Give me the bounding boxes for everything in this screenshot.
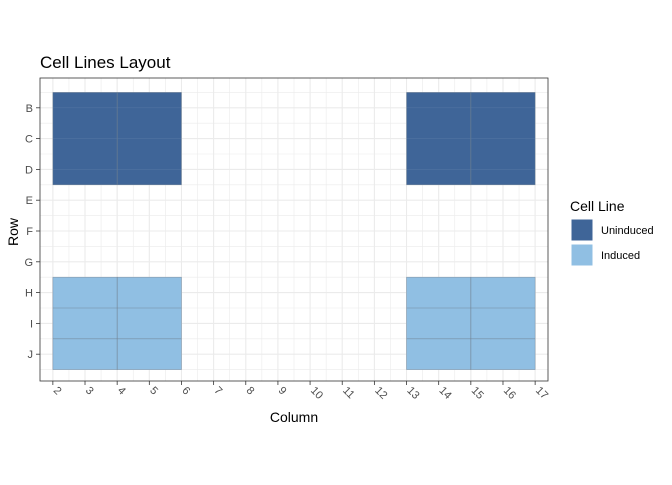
x-tick-label: 8 — [244, 385, 257, 398]
tile-outline — [116, 276, 182, 370]
chart-title: Cell Lines Layout — [40, 53, 171, 72]
x-tick-label: 7 — [211, 385, 224, 398]
y-tick-label: C — [25, 134, 33, 146]
tile-induced — [52, 277, 118, 370]
x-tick-label: 16 — [501, 385, 518, 402]
y-tick-label: G — [24, 257, 33, 269]
y-tick-label: F — [26, 226, 33, 238]
y-axis-label: Row — [5, 217, 21, 246]
legend: Cell Line Uninduced Induced — [570, 198, 654, 267]
x-tick-label: 12 — [372, 385, 389, 402]
x-tick-label: 6 — [179, 385, 192, 398]
panel-border — [39, 77, 549, 382]
x-tick-label: 11 — [340, 385, 357, 402]
x-tick-label: 10 — [308, 385, 325, 402]
y-tick-label: H — [25, 288, 33, 300]
x-axis-label: Column — [270, 409, 318, 425]
y-tick-label: D — [25, 164, 33, 176]
x-axis: 2 3 4 5 6 7 8 9 10 11 12 13 14 15 16 17 — [51, 381, 550, 402]
y-tick-label: I — [30, 318, 33, 330]
legend-label-induced: Induced — [601, 250, 640, 262]
legend-key-uninduced — [570, 218, 594, 242]
x-tick-label: 5 — [147, 385, 160, 398]
tile-induced — [406, 277, 471, 370]
tile-induced — [117, 277, 182, 370]
x-tick-label: 17 — [533, 385, 550, 402]
x-tick-label: 15 — [469, 385, 486, 402]
x-tick-label: 4 — [115, 385, 128, 398]
y-axis: B C D E F G H I J — [24, 103, 40, 361]
legend-label-uninduced: Uninduced — [601, 225, 654, 237]
tile-layer — [52, 92, 536, 370]
y-tick-label: B — [26, 103, 33, 115]
x-tick-label: 13 — [404, 385, 421, 402]
legend-title: Cell Line — [570, 198, 625, 214]
y-tick-label: J — [28, 349, 34, 361]
x-tick-label: 14 — [437, 385, 454, 402]
tile-outline — [470, 276, 536, 370]
tile-induced — [470, 277, 536, 370]
x-tick-label: 3 — [83, 385, 96, 398]
x-tick-label: 2 — [51, 385, 64, 398]
x-tick-label: 9 — [276, 385, 289, 398]
y-tick-label: E — [26, 195, 33, 207]
legend-key-induced — [570, 243, 594, 267]
